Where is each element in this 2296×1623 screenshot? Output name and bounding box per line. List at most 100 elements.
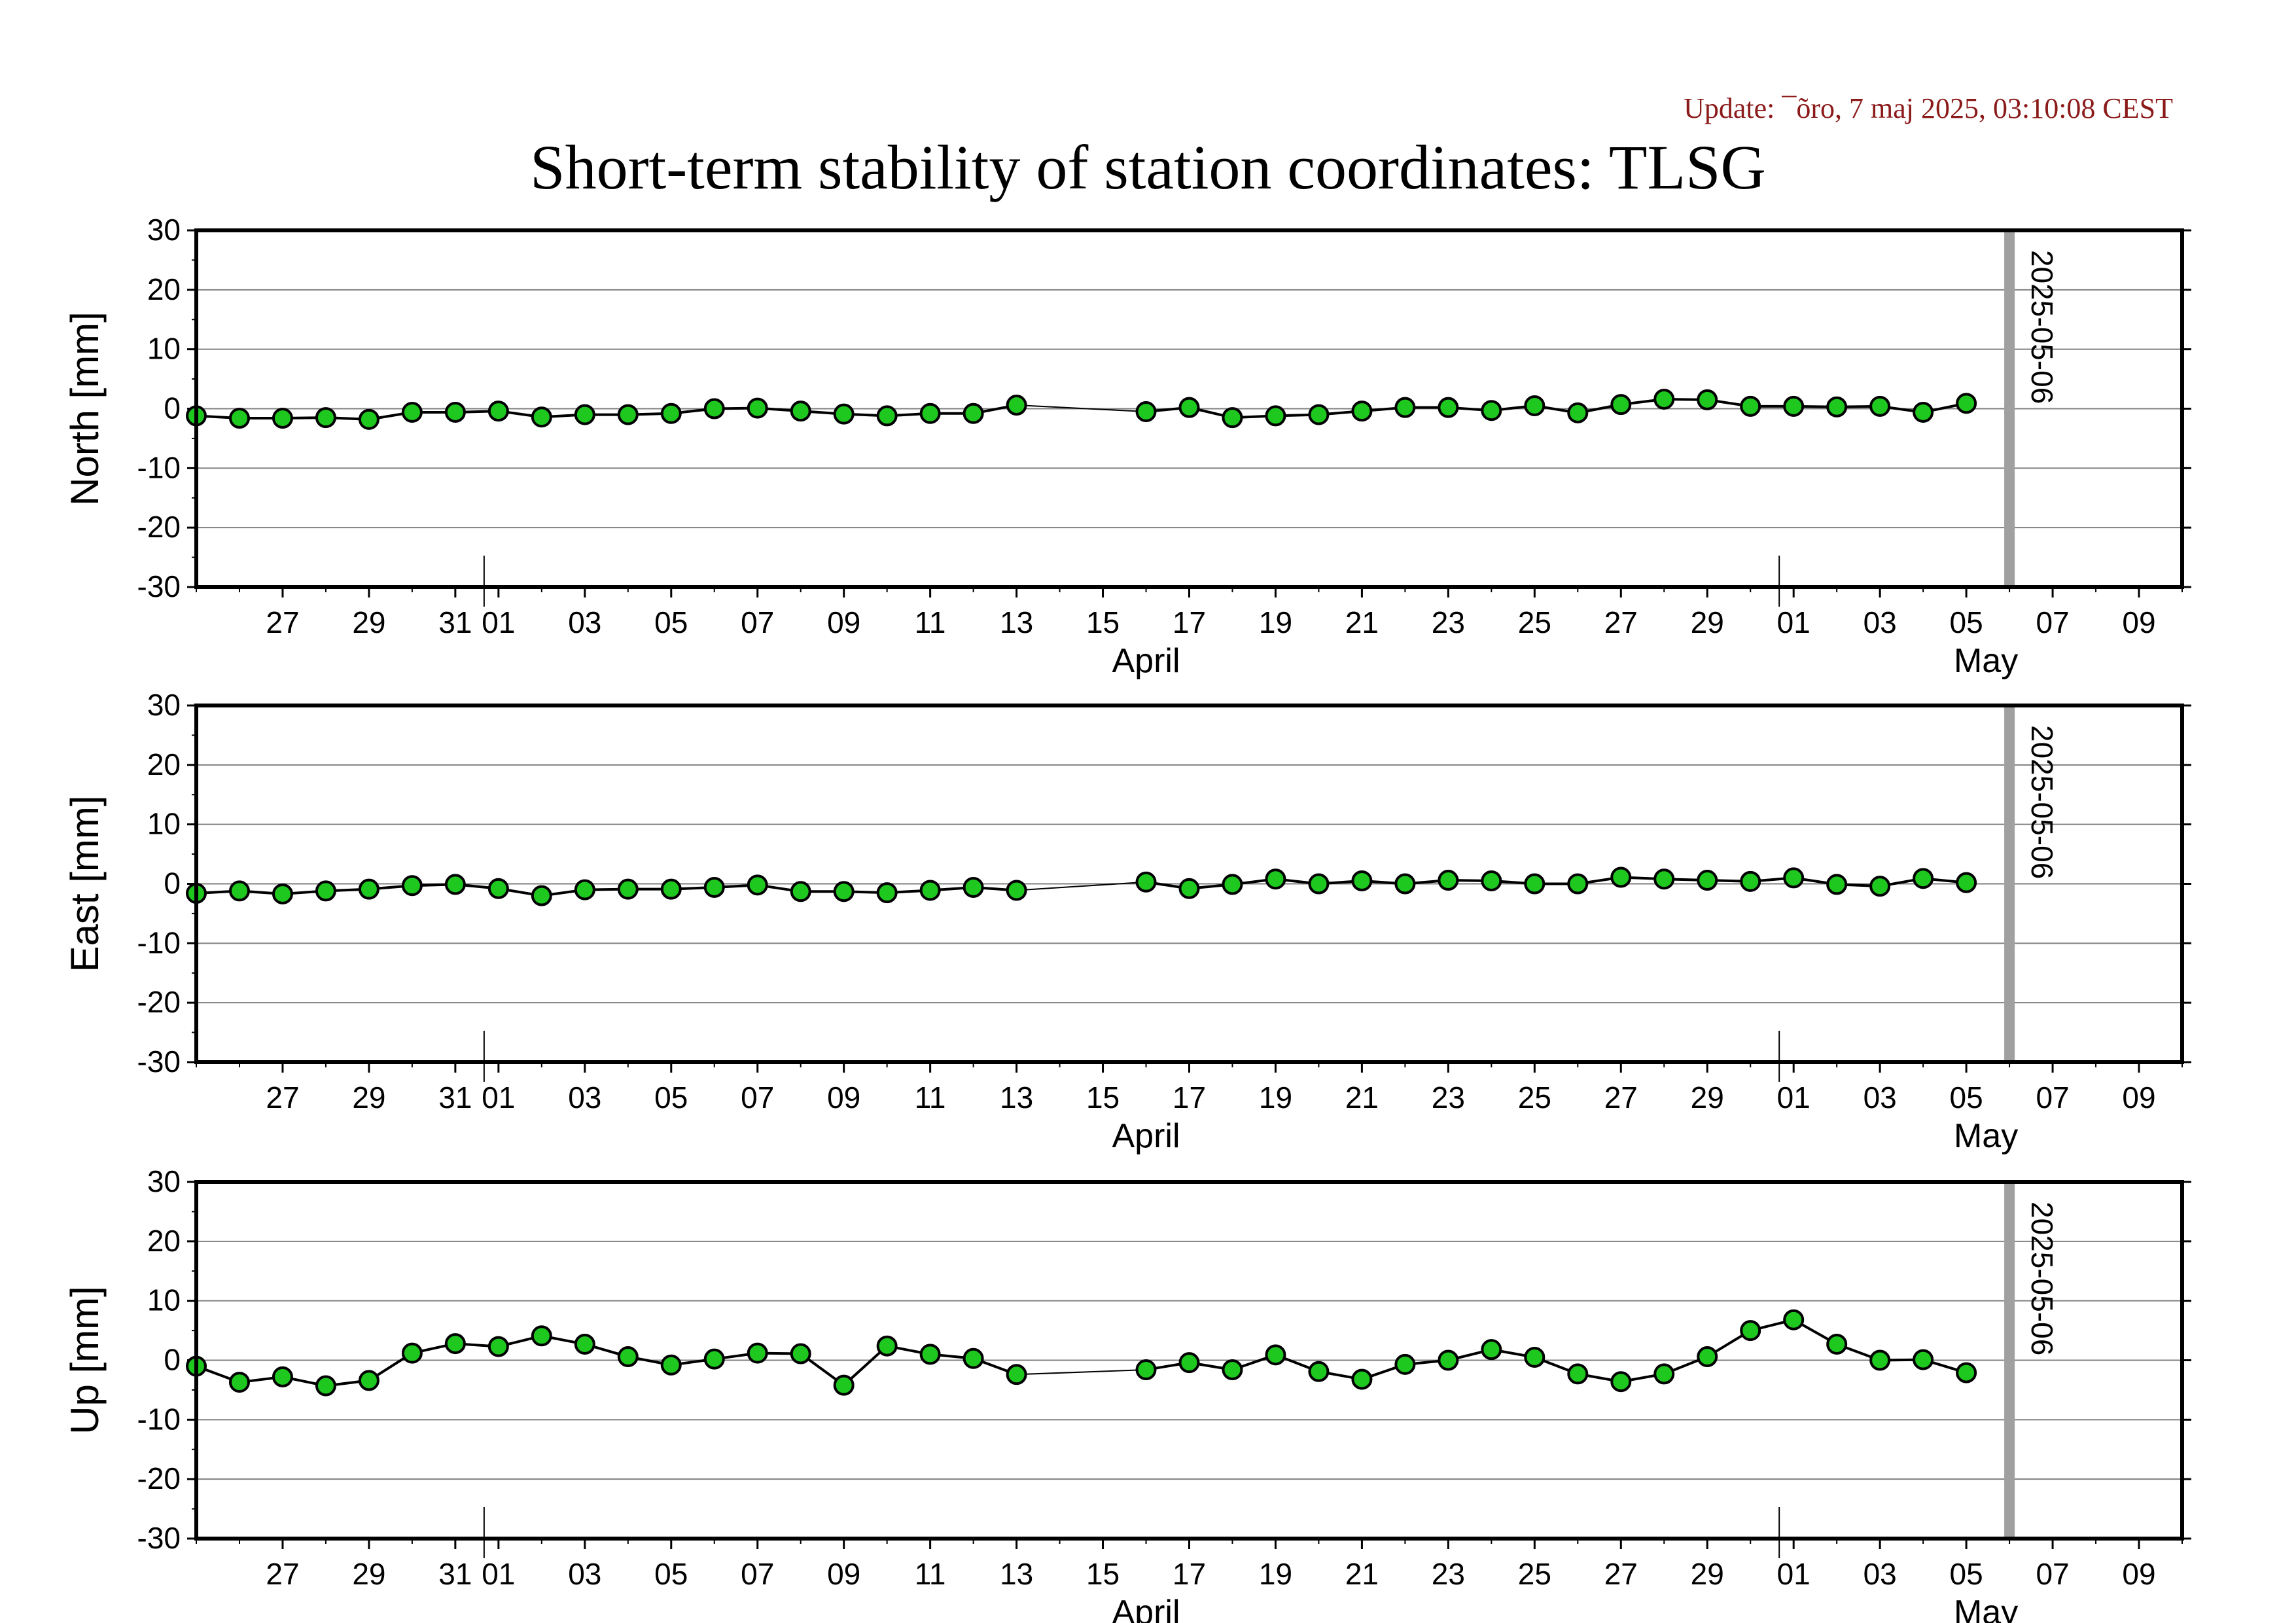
x-tick-label: 09: [827, 1557, 860, 1591]
x-tick-label: 17: [1173, 605, 1206, 639]
data-point: [1481, 1339, 1502, 1361]
data-point: [531, 885, 552, 906]
data-point: [1481, 870, 1502, 891]
data-point: [1869, 395, 1891, 417]
x-tick-label: 23: [1432, 605, 1465, 639]
data-point: [919, 402, 941, 424]
plot-frame: [194, 704, 2184, 1064]
data-point: [660, 1354, 682, 1376]
data-point: [1826, 874, 1848, 895]
y-tick-label: 30: [147, 688, 181, 722]
data-point: [747, 874, 768, 896]
x-tick-label: 27: [1604, 1557, 1638, 1591]
x-tick-label: 15: [1086, 1557, 1120, 1591]
data-point: [228, 408, 250, 429]
data-point: [1567, 873, 1589, 895]
data-point: [315, 1375, 336, 1397]
data-point: [876, 1335, 898, 1357]
data-point: [272, 1366, 293, 1387]
x-tick-label: 01: [482, 605, 515, 639]
data-point: [1524, 395, 1545, 416]
data-point: [487, 878, 509, 899]
data-point: [272, 408, 293, 429]
y-axis-label: Up [mm]: [63, 1286, 107, 1435]
x-tick-label: 13: [1000, 605, 1033, 639]
data-point: [963, 1347, 984, 1369]
data-point: [833, 1374, 855, 1396]
x-tick-label: 03: [568, 1080, 601, 1115]
data-point: [1740, 870, 1761, 892]
data-point: [703, 398, 725, 419]
plot-frame: [194, 1180, 2184, 1541]
x-tick-label: 17: [1173, 1557, 1206, 1591]
x-tick-label: 25: [1518, 1557, 1551, 1591]
data-point: [1351, 1368, 1373, 1390]
x-tick-label: 03: [568, 605, 601, 639]
x-tick-label: 09: [2122, 1080, 2155, 1115]
x-tick-label: 01: [1777, 1080, 1810, 1115]
data-point: [1697, 870, 1718, 891]
data-point: [487, 401, 509, 422]
x-tick-label: 21: [1345, 1080, 1379, 1115]
data-point: [876, 405, 898, 427]
data-point: [1222, 407, 1243, 429]
x-tick-label: 29: [1691, 1557, 1724, 1591]
data-point: [1178, 1352, 1200, 1374]
data-point: [1783, 395, 1805, 417]
x-month-label: May: [1954, 1117, 2018, 1155]
data-point: [358, 408, 380, 430]
x-tick-label: 07: [2036, 1557, 2069, 1591]
y-tick-label: 30: [147, 1164, 181, 1198]
data-point: [1567, 402, 1589, 423]
data-point: [1610, 866, 1632, 888]
y-tick-label: 20: [147, 1224, 181, 1258]
x-month-label: April: [1112, 642, 1180, 680]
data-point: [1308, 873, 1330, 895]
data-point: [1869, 1349, 1891, 1371]
plot-frame: [194, 228, 2184, 589]
x-tick-label: 29: [352, 605, 385, 639]
series-segment: [1016, 1369, 1146, 1376]
data-point: [1913, 1349, 1934, 1370]
x-tick-label: 19: [1259, 1557, 1292, 1591]
x-tick-label: 11: [915, 605, 946, 639]
data-point: [1351, 870, 1373, 891]
data-point: [1135, 401, 1157, 423]
x-tick-label: 15: [1086, 1080, 1120, 1115]
data-point: [1956, 872, 1977, 893]
data-point: [358, 878, 380, 900]
data-point: [919, 1344, 941, 1365]
series-segment: [1016, 404, 1146, 413]
update-timestamp: Update: ¯õro, 7 maj 2025, 03:10:08 CEST: [1684, 92, 2173, 124]
data-point: [1178, 397, 1200, 418]
x-tick-label: 11: [915, 1080, 946, 1115]
y-tick-label: -10: [137, 925, 181, 959]
data-point: [1308, 1361, 1330, 1382]
data-point: [660, 402, 682, 424]
data-point: [401, 875, 423, 897]
data-point: [574, 404, 595, 425]
data-point: [1006, 1364, 1027, 1385]
data-point: [833, 403, 855, 425]
x-tick-label: 27: [266, 1080, 299, 1115]
data-point: [703, 1348, 725, 1370]
data-point: [401, 1342, 423, 1364]
data-point: [1222, 1359, 1243, 1381]
x-month-label: April: [1112, 1117, 1180, 1155]
x-tick-label: 03: [568, 1557, 601, 1591]
x-tick-label: 29: [352, 1080, 385, 1115]
y-tick-label: -20: [137, 510, 181, 544]
y-tick-label: 20: [147, 747, 181, 781]
data-point: [228, 880, 250, 902]
x-tick-label: 27: [1604, 1080, 1638, 1115]
data-point: [919, 880, 941, 901]
x-tick-label: 01: [482, 1557, 515, 1591]
data-point: [1524, 873, 1545, 895]
y-tick-label: -30: [137, 569, 181, 603]
data-point: [617, 878, 639, 900]
data-point: [1869, 876, 1891, 897]
x-tick-label: 05: [1950, 1080, 1983, 1115]
x-tick-label: 01: [482, 1080, 515, 1115]
data-point: [1308, 404, 1330, 425]
x-tick-label: 05: [654, 605, 688, 639]
